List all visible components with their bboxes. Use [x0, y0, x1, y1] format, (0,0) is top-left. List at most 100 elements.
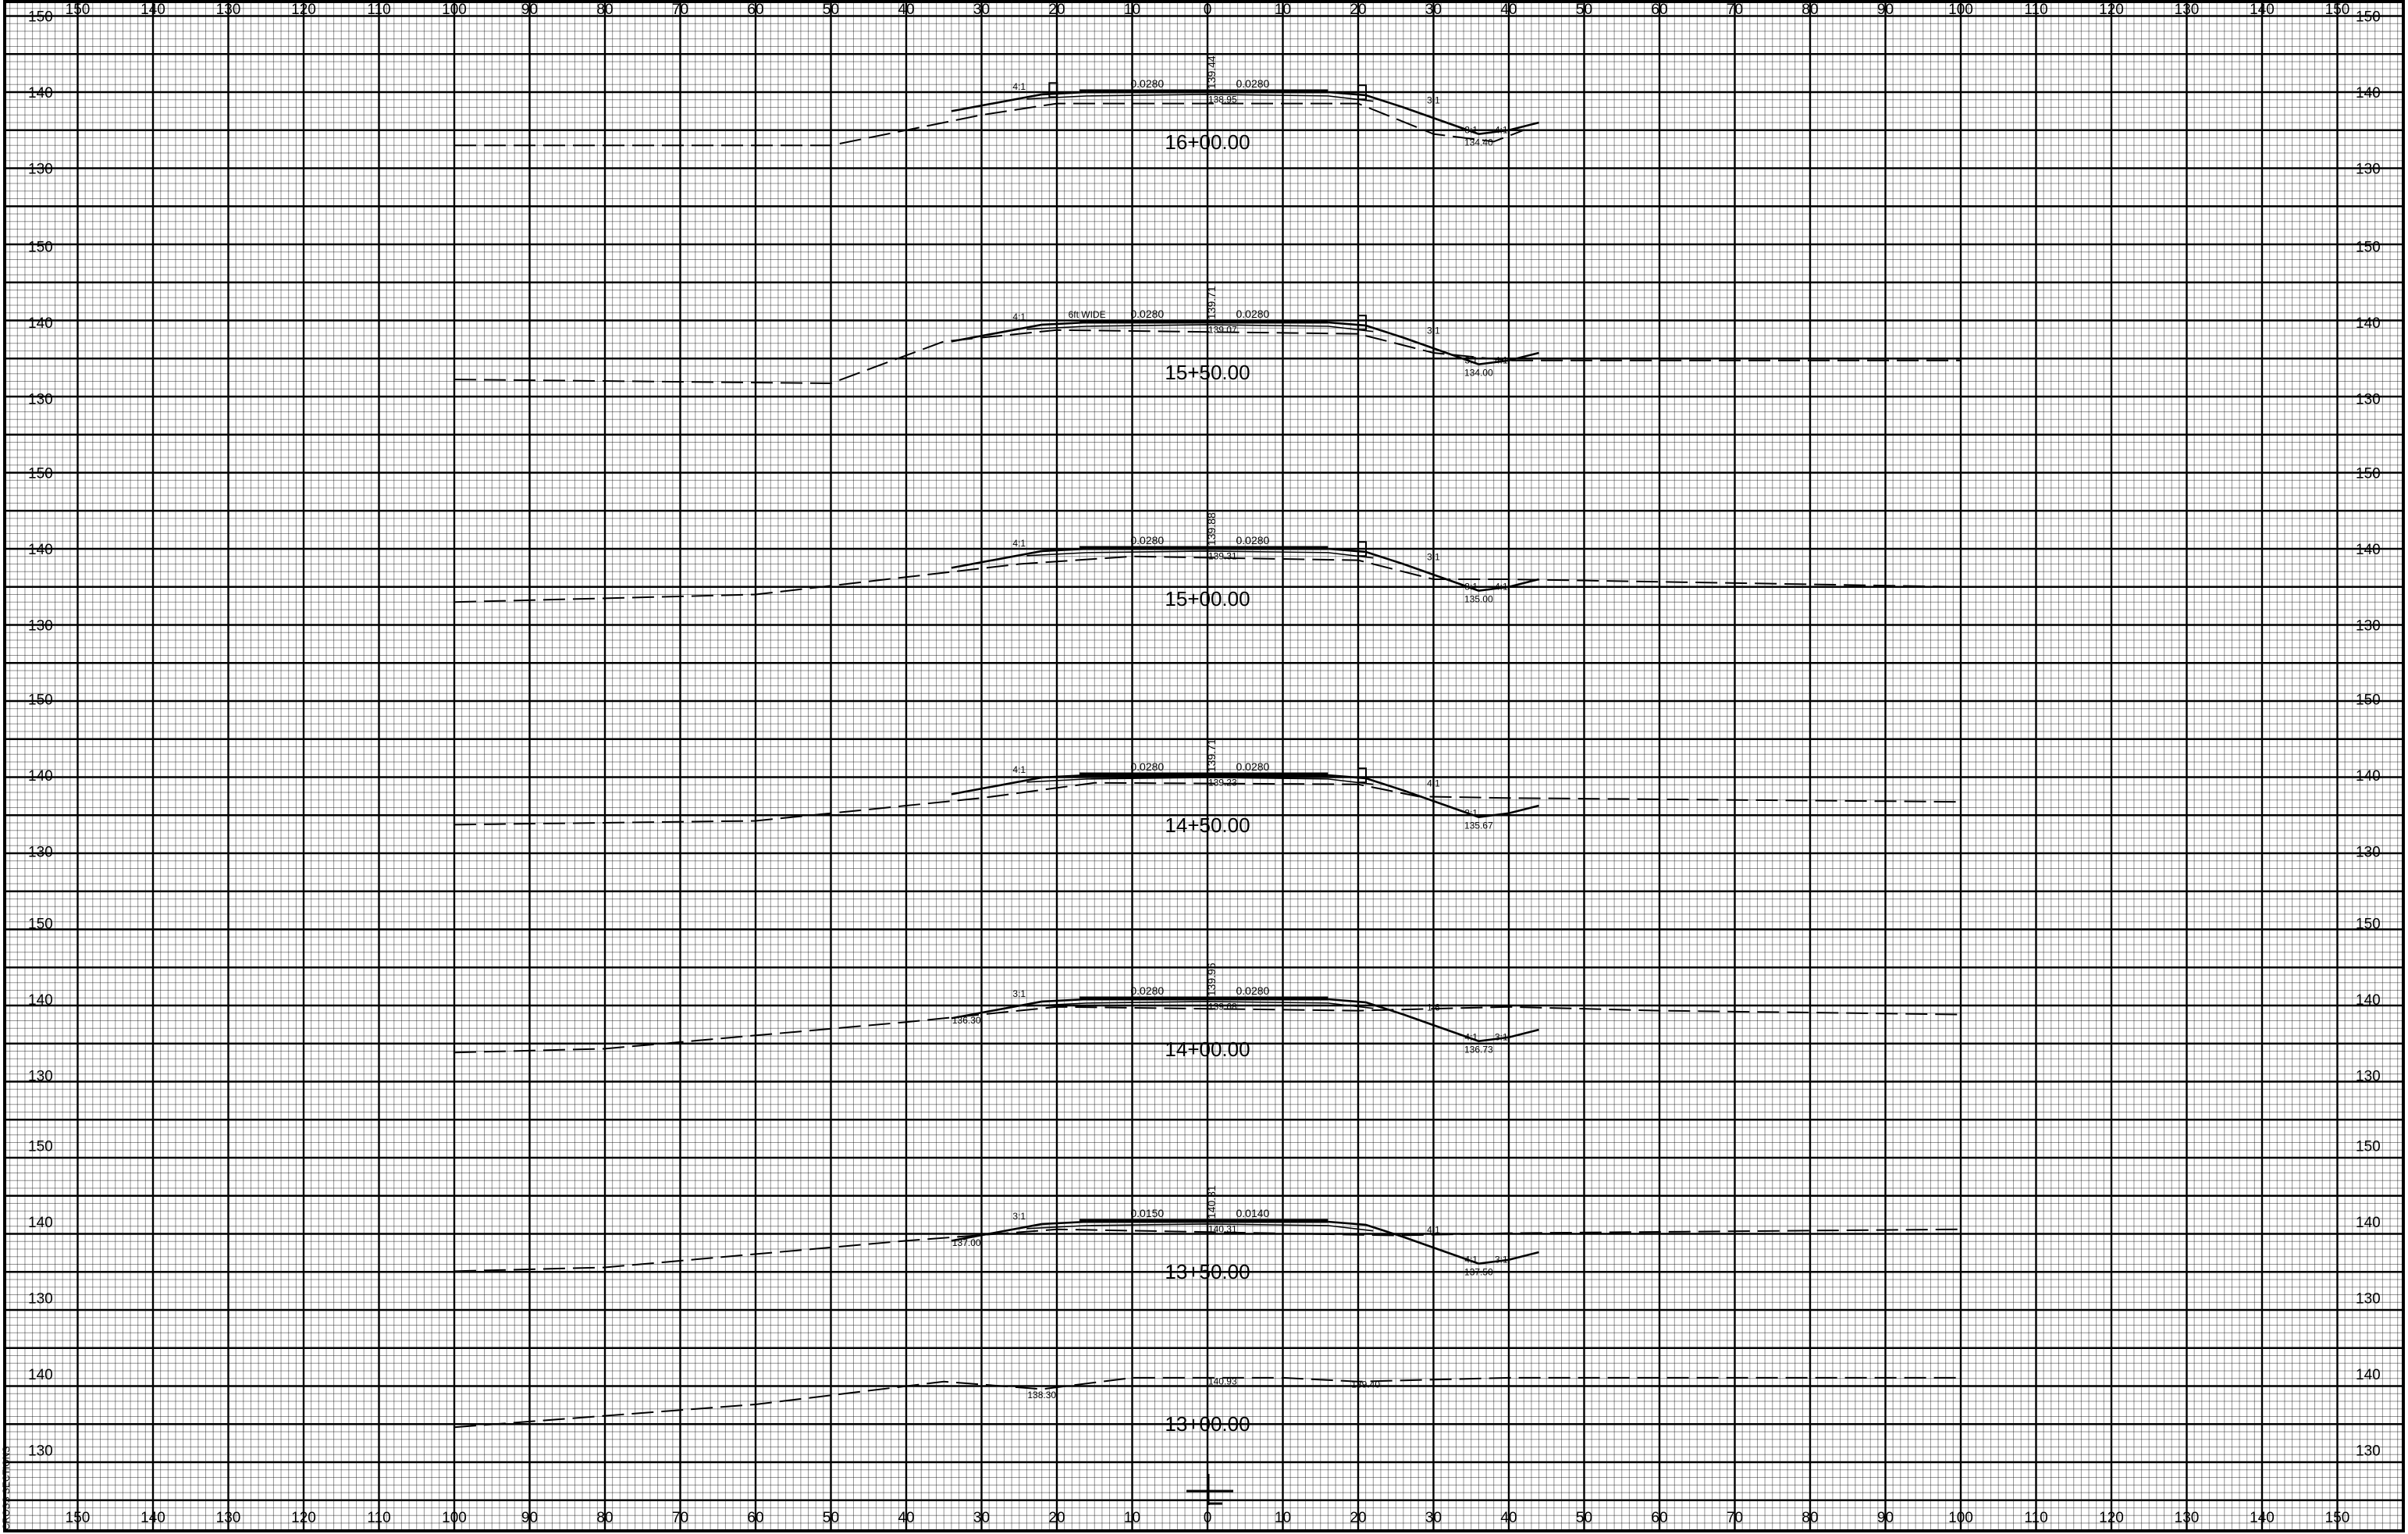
proposed-section-line	[951, 89, 1539, 135]
cross-slope-right: 0.0280	[1236, 760, 1269, 773]
x-axis-label-top: 120	[291, 2, 316, 18]
subgrade-elev: 139.68	[1208, 1002, 1237, 1013]
elev-label-right: 140	[2356, 315, 2381, 332]
cross-slope-left: 0.0280	[1130, 534, 1164, 546]
existing-ground-line	[454, 329, 1961, 385]
cross-slope-right: 0.0280	[1236, 77, 1269, 90]
centerline-grade: 139.96	[1205, 963, 1218, 996]
side-slope-label: 3:1	[1427, 95, 1440, 106]
existing-ground-line	[454, 102, 1961, 147]
ditch-elev-left: 136.30	[952, 1015, 981, 1026]
elev-label-right: 140	[2356, 768, 2381, 785]
x-axis-label-bottom: 140	[140, 1510, 165, 1526]
x-axis-label-top: 10	[1275, 2, 1291, 18]
ditch-elev-right: 136.73	[1464, 1044, 1493, 1055]
proposed-section-line	[951, 546, 1539, 592]
side-slope-label: 3:1	[1012, 1211, 1026, 1222]
cross-slope-left: 0.0280	[1130, 760, 1164, 773]
x-axis-label-bottom: 60	[747, 1510, 763, 1526]
x-axis-label-bottom: 20	[1048, 1510, 1065, 1526]
side-slope-label: 3:1	[1464, 582, 1478, 593]
elev-label-left: 150	[28, 1139, 53, 1155]
subgrade-line	[1026, 550, 1374, 559]
x-axis-label-bottom: 70	[672, 1510, 688, 1526]
x-axis-label-top: 130	[216, 2, 241, 18]
ditch-elev-right: 137.50	[1464, 1266, 1493, 1277]
x-axis-label-bottom: 10	[1275, 1510, 1291, 1526]
side-slope-label: 3:1	[1012, 988, 1026, 999]
station-label: 15+50.00	[1165, 361, 1250, 384]
subgrade-line	[1026, 94, 1374, 102]
elev-label-right: 140	[2356, 1215, 2381, 1231]
subgrade-line	[1026, 1223, 1374, 1232]
elev-label-right: 130	[2356, 618, 2381, 635]
ditch-elev-right: 135.67	[1464, 820, 1493, 831]
subgrade-elev: 139.07	[1208, 325, 1237, 336]
subgrade-elev: 138.95	[1208, 94, 1237, 105]
subgrade-line	[1026, 777, 1374, 785]
guardrail-post-icon	[1357, 315, 1367, 331]
side-slope-label: 4:1	[1427, 1225, 1440, 1236]
x-axis-label-bottom: 20	[1350, 1510, 1366, 1526]
elev-label-right: 150	[2356, 1139, 2381, 1155]
x-axis-label-bottom: 30	[973, 1510, 990, 1526]
subgrade-line	[1026, 1001, 1374, 1009]
guardrail-post-icon	[1357, 84, 1367, 101]
section-15+50.00: 150 150 140 140 130 130 0.0280 0.0280 139.71 139.…	[28, 240, 2381, 408]
x-axis-label-bottom: 60	[1651, 1510, 1667, 1526]
centerline-grade: 140.31	[1205, 1185, 1218, 1219]
subgrade-elev: 140.31	[1208, 1224, 1237, 1235]
station-label: 16+00.00	[1165, 130, 1250, 154]
x-axis-label-bottom: 130	[216, 1510, 241, 1526]
centerline-grade: 139.71	[1205, 286, 1218, 319]
centerline-grade: 139.71	[1205, 739, 1218, 772]
subgrade-elev: 139.31	[1208, 551, 1237, 562]
elev-label-left: 140	[28, 315, 53, 332]
x-axis-label-bottom: 140	[2250, 1510, 2275, 1526]
elev-label-right: 130	[2356, 1291, 2381, 1308]
cross-slope-left: 0.0280	[1130, 984, 1164, 997]
axis-labels: 1501501401401301301201201101101001009090…	[66, 2, 2350, 1526]
elev-label-right: 150	[2356, 692, 2381, 709]
x-axis-label-bottom: 100	[442, 1510, 467, 1526]
proposed-section-line	[951, 996, 1539, 1042]
margin-note: CROSS SECTIONS	[1, 1447, 12, 1530]
side-slope-label: 4:1	[1464, 1032, 1478, 1043]
x-axis-label-bottom: 40	[1500, 1510, 1517, 1526]
elev-label-right: 130	[2356, 392, 2381, 408]
grid	[6, 3, 2402, 1529]
x-axis-label-top: 60	[747, 2, 763, 18]
elev-label-right: 130	[2356, 1069, 2381, 1085]
x-axis-label-top: 80	[1802, 2, 1818, 18]
guardrail-post-icon	[1357, 767, 1367, 784]
elev-label-left: 140	[28, 992, 53, 1009]
elev-label-left: 150	[28, 692, 53, 709]
elev-label-left: 130	[28, 1443, 53, 1460]
station-label: 13+00.00	[1165, 1412, 1250, 1436]
subgrade-line	[1026, 324, 1374, 333]
ditch-elev-right: 139.40	[1351, 1379, 1380, 1390]
existing-ground-line	[454, 781, 1962, 826]
section-16+00.00: 150 150 140 140 130 130 0.0280 0.0280 139.44 138.…	[28, 9, 2381, 178]
x-axis-label-top: 60	[1651, 2, 1667, 18]
elev-label-left: 130	[28, 1291, 53, 1308]
section-14+50.00: 150 150 140 140 130 130 0.0280 0.0280 139.71 139.…	[28, 692, 2381, 861]
elev-label-left: 150	[28, 9, 53, 26]
elev-label-left: 150	[28, 466, 53, 482]
section-14+00.00: 150 150 140 140 130 130 0.0280 0.0280 139.96 139.…	[28, 916, 2381, 1085]
elev-label-left: 150	[28, 916, 53, 933]
side-slope-label: 4:1	[1495, 125, 1508, 136]
existing-ground-line	[454, 1005, 1962, 1054]
x-axis-label-bottom: 90	[1877, 1510, 1894, 1526]
elev-label-left: 130	[28, 845, 53, 861]
x-axis-label-bottom: 80	[596, 1510, 613, 1526]
x-axis-label-top: 20	[1350, 2, 1366, 18]
x-axis-label-top: 120	[2099, 2, 2124, 18]
side-slope-label: 3:1	[1427, 552, 1440, 563]
station-label: 14+50.00	[1165, 813, 1250, 837]
x-axis-label-bottom: 150	[66, 1510, 91, 1526]
proposed-section-line	[951, 772, 1539, 818]
x-axis-label-top: 130	[2175, 2, 2200, 18]
guardrail-post-icon	[1357, 541, 1367, 557]
